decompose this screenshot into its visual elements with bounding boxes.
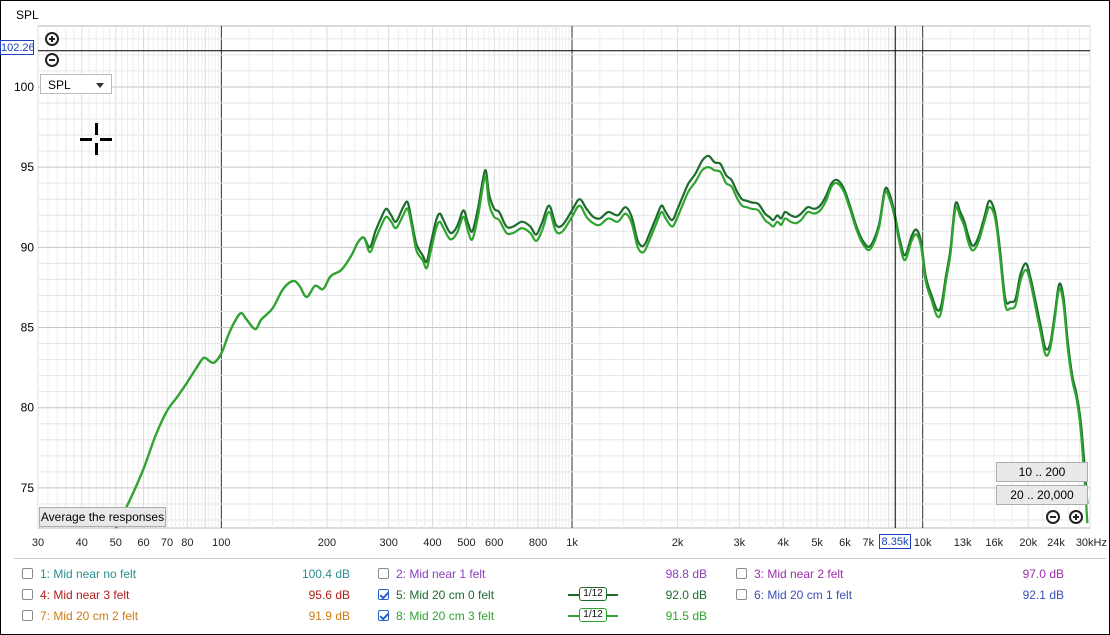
legend-label: 8: Mid 20 cm 3 felt [396,609,495,623]
x-tick-label: 30kHz [1076,537,1107,549]
y-tick-label: 85 [21,321,35,335]
y-tick-label: 90 [21,240,35,254]
legend-label: 3: Mid near 2 felt [754,567,844,581]
x-tick-label: 16k [985,537,1003,549]
x-tick-label: 1k [566,537,578,549]
legend-item[interactable]: 1: Mid near no felt 100.4 dB [22,565,350,583]
y-axis-dropdown-value: SPL [48,78,71,92]
legend-value: 100.4 dB [301,567,350,581]
x-tick-label: 2k [672,537,684,549]
chart-series [114,154,1089,529]
y-zoom-out-icon[interactable] [45,53,59,67]
y-tick-label: 95 [21,160,35,174]
x-tick-label: 80 [181,537,193,549]
average-responses-button[interactable]: Average the responses [39,507,166,527]
x-tick-label: 40 [76,537,88,549]
legend-label: 7: Mid 20 cm 2 felt [40,609,139,623]
legend-value: 95.6 dB [308,588,350,602]
y-zoom-in-icon[interactable]: ⊕ [45,32,59,46]
range-20-20000-button[interactable]: 20 .. 20,000 [996,485,1088,505]
x-tick-label: 60 [137,537,149,549]
legend-item[interactable]: 3: Mid near 2 felt 97.0 dB [736,565,1064,583]
smoothing-label: 1/12 [579,608,607,622]
legend-value: 91.9 dB [308,609,350,623]
legend-label: 4: Mid near 3 felt [40,588,130,602]
x-tick-label: 5k [811,537,823,549]
smoothing-indicator[interactable]: 1/12 [568,608,618,624]
x-tick-label: 70 [161,537,173,549]
plot-area [37,25,1091,529]
legend-checkbox[interactable] [378,589,389,600]
x-tick-label: 50 [110,537,122,549]
frequency-response-chart[interactable]: 75 80 85 90 95 100 30 40 50 60 70 80 100 200 300 400 50… [0,0,1110,555]
x-tick-label: 800 [529,537,547,549]
y-tick-label: 80 [21,401,35,415]
legend-checkbox[interactable] [22,610,33,621]
legend-item[interactable]: 6: Mid 20 cm 1 felt 92.1 dB [736,586,1064,604]
legend-value: 92.0 dB [665,588,707,602]
x-tick-label: 30 [32,537,44,549]
x-tick-label: 7k [863,537,875,549]
smoothing-label: 1/12 [579,587,607,601]
cursor-x-readout: 8.35k [879,534,911,549]
x-tick-label: 24k [1047,537,1065,549]
y-axis-title: SPL [16,8,39,22]
cursor-y-readout: 102.26 [0,40,35,55]
x-tick-label: 600 [485,537,503,549]
legend-checkbox[interactable] [378,610,389,621]
x-tick-label: 100 [212,537,230,549]
legend-checkbox[interactable] [22,589,33,600]
x-tick-label: 3k [734,537,746,549]
legend-checkbox[interactable] [736,589,747,600]
chart-grid [37,25,1091,529]
legend-item[interactable]: 8: Mid 20 cm 3 felt 91.5 dB [378,607,707,625]
chevron-down-icon [96,83,104,88]
x-tick-label: 500 [457,537,475,549]
legend-value: 92.1 dB [1022,588,1064,602]
y-axis-ticks: 75 80 85 90 95 100 [14,80,34,495]
x-zoom-out-icon[interactable] [1046,510,1060,524]
legend-checkbox[interactable] [22,568,33,579]
x-tick-label: 400 [423,537,441,549]
legend-item[interactable]: 4: Mid near 3 felt 95.6 dB [22,586,350,604]
legend-label: 5: Mid 20 cm 0 felt [396,588,495,602]
x-tick-label: 6k [839,537,851,549]
x-zoom-in-icon[interactable] [1069,510,1083,524]
measurement-legend: 1: Mid near no felt 100.4 dB 2: Mid near 1… [14,558,1106,631]
legend-value: 98.8 dB [665,567,707,581]
legend-checkbox[interactable] [736,568,747,579]
x-tick-label: 4k [777,537,789,549]
x-tick-label: 300 [379,537,397,549]
x-tick-label: 13k [954,537,972,549]
x-tick-label: 20k [1019,537,1037,549]
x-tick-label: 200 [318,537,336,549]
smoothing-indicator[interactable]: 1/12 [568,587,618,603]
y-tick-label: 75 [21,481,35,495]
series-line-2 [114,166,1089,529]
x-axis-ticks: 30 40 50 60 70 80 100 200 300 400 500 600 800 1k 2k 3k 4… [32,537,1107,549]
x-tick-label: 10k [914,537,932,549]
y-tick-label: 100 [14,80,34,94]
legend-label: 2: Mid near 1 felt [396,567,486,581]
range-10-200-button[interactable]: 10 .. 200 [996,462,1088,482]
chart-cursor [38,26,1090,528]
y-axis-dropdown[interactable]: SPL [40,74,112,94]
legend-checkbox[interactable] [378,568,389,579]
legend-label: 1: Mid near no felt [40,567,137,581]
legend-label: 6: Mid 20 cm 1 felt [754,588,853,602]
legend-value: 91.5 dB [665,609,707,623]
legend-value: 97.0 dB [1022,567,1064,581]
legend-item[interactable]: 2: Mid near 1 felt 98.8 dB [378,565,707,583]
crosshair-icon [80,123,112,155]
legend-item[interactable]: 5: Mid 20 cm 0 felt 92.0 dB [378,586,707,604]
legend-item[interactable]: 7: Mid 20 cm 2 felt 91.9 dB [22,607,350,625]
